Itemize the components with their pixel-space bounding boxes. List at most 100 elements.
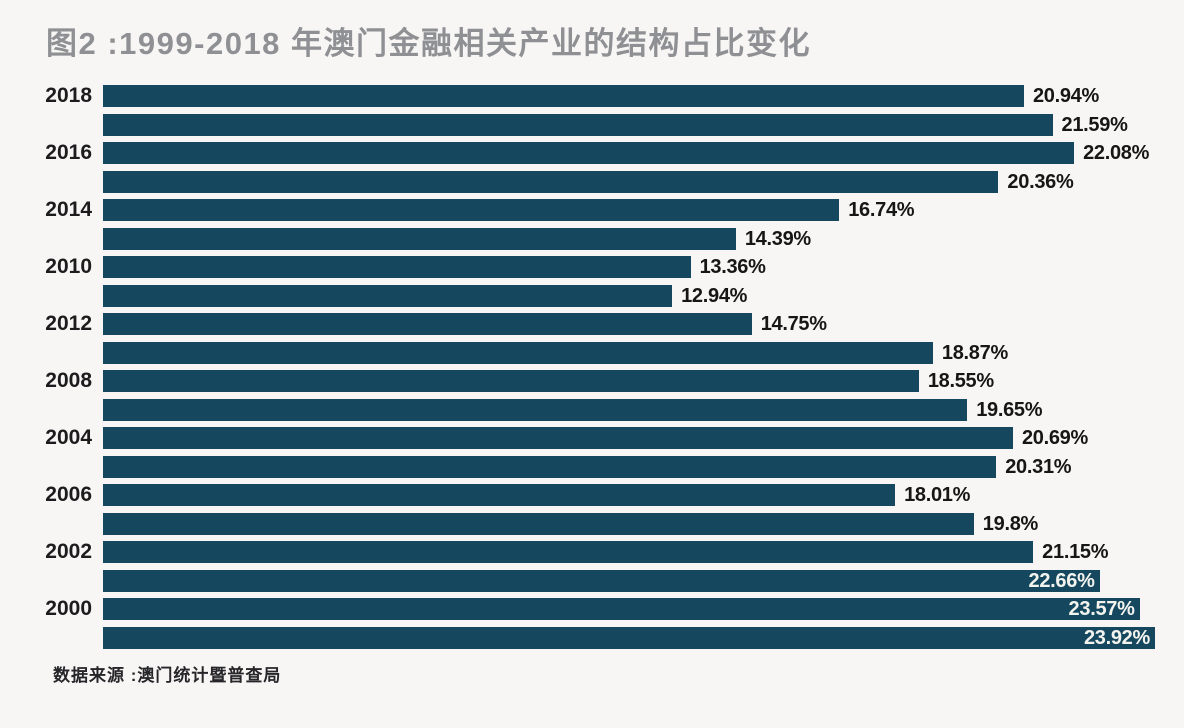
bar-track: 19.65% xyxy=(103,398,1155,421)
year-tick-label xyxy=(0,342,103,364)
value-label: 14.39% xyxy=(744,227,811,250)
value-label: 23.92% xyxy=(1083,626,1150,649)
bar-row: 19.65% xyxy=(0,398,1155,421)
bar-track: 21.15% xyxy=(103,541,1155,563)
year-tick-label: 2012 xyxy=(45,312,92,335)
bar-row: 2010 13.36% xyxy=(0,256,1155,278)
value-label: 20.69% xyxy=(1021,427,1088,449)
year-tick-label xyxy=(0,513,103,535)
bar-track: 21.59% xyxy=(103,113,1155,136)
bar-track: 23.57% xyxy=(103,598,1155,620)
value-label: 22.08% xyxy=(1083,142,1150,164)
year-tick-label xyxy=(0,399,103,421)
bar-row: 2018 20.94% xyxy=(0,85,1155,107)
bar-track: 20.36% xyxy=(103,170,1155,193)
year-tick-label: 2006 xyxy=(45,483,92,506)
year-tick-label xyxy=(0,456,103,478)
value-label: 12.94% xyxy=(681,284,748,307)
bar xyxy=(103,170,999,193)
bar xyxy=(103,370,919,392)
value-label: 20.31% xyxy=(1005,455,1072,478)
bar-row: 22.66% xyxy=(0,569,1155,592)
year-tick-label: 2008 xyxy=(45,369,92,392)
bar xyxy=(103,398,968,421)
bar xyxy=(103,341,933,364)
value-label: 14.75% xyxy=(760,313,827,335)
bar-track: 18.87% xyxy=(103,341,1155,364)
chart-title: 图2 :1999-2018 年澳门金融相关产业的结构占比变化 xyxy=(46,26,812,61)
bar xyxy=(103,427,1013,449)
bar-row: 2014 16.74% xyxy=(0,199,1155,221)
year-tick-label: 2004 xyxy=(45,426,92,449)
year-tick-label: 2000 xyxy=(45,597,92,620)
value-label: 16.74% xyxy=(848,199,915,221)
bar xyxy=(103,85,1024,107)
value-label: 13.36% xyxy=(699,256,766,278)
year-tick-label xyxy=(0,570,103,592)
value-label: 18.01% xyxy=(904,484,971,506)
bar-chart: 2018 20.94% 21.59% 2016 22.08% 20.36% 2014 16.7… xyxy=(0,85,1184,649)
bar-row: 2016 22.08% xyxy=(0,142,1155,164)
bar xyxy=(103,142,1075,164)
value-label: 19.8% xyxy=(982,512,1039,535)
year-tick-label: 2014 xyxy=(45,198,92,221)
bar-row: 2004 20.69% xyxy=(0,427,1155,449)
bar-track: 16.74% xyxy=(103,199,1155,221)
bar xyxy=(103,227,736,250)
bar-track: 19.8% xyxy=(103,512,1155,535)
value-label: 20.94% xyxy=(1032,85,1099,107)
year-tick-label: 2018 xyxy=(45,84,92,107)
bar xyxy=(103,313,752,335)
bar-row: 2002 21.15% xyxy=(0,541,1155,563)
bar-row: 21.59% xyxy=(0,113,1155,136)
bar-row: 20.36% xyxy=(0,170,1155,193)
value-label: 20.36% xyxy=(1007,170,1074,193)
bar-track: 20.69% xyxy=(103,427,1155,449)
bar xyxy=(103,512,974,535)
value-label: 21.15% xyxy=(1042,541,1109,563)
bar-row: 14.39% xyxy=(0,227,1155,250)
year-tick-label xyxy=(0,171,103,193)
value-label: 22.66% xyxy=(1028,569,1095,592)
bar: 22.66% xyxy=(103,569,1100,592)
bar-row: 2006 18.01% xyxy=(0,484,1155,506)
bar-row: 2008 18.55% xyxy=(0,370,1155,392)
bar-track: 14.39% xyxy=(103,227,1155,250)
bar-row: 20.31% xyxy=(0,455,1155,478)
bar xyxy=(103,484,896,506)
bar-row: 2012 14.75% xyxy=(0,313,1155,335)
bar: 23.57% xyxy=(103,598,1140,620)
year-tick-label xyxy=(0,228,103,250)
bar xyxy=(103,113,1053,136)
bar xyxy=(103,256,691,278)
year-tick-label xyxy=(0,114,103,136)
bar-row: 12.94% xyxy=(0,284,1155,307)
bar-track: 18.55% xyxy=(103,370,1155,392)
bar xyxy=(103,199,840,221)
bar-track: 20.31% xyxy=(103,455,1155,478)
bar-row: 19.8% xyxy=(0,512,1155,535)
bar-track: 18.01% xyxy=(103,484,1155,506)
value-label: 21.59% xyxy=(1061,113,1128,136)
value-label: 19.65% xyxy=(976,398,1043,421)
bar xyxy=(103,541,1034,563)
bar-track: 13.36% xyxy=(103,256,1155,278)
year-tick-label xyxy=(0,285,103,307)
value-label: 18.87% xyxy=(941,341,1008,364)
year-tick-label: 2016 xyxy=(45,141,92,164)
bar: 23.92% xyxy=(103,626,1155,649)
bar-track: 23.92% xyxy=(103,626,1155,649)
bar-track: 22.08% xyxy=(103,142,1155,164)
value-label: 23.57% xyxy=(1068,598,1135,620)
value-label: 18.55% xyxy=(927,370,994,392)
year-tick-label xyxy=(0,627,103,649)
bar-track: 22.66% xyxy=(103,569,1155,592)
source-note: 数据来源 :澳门统计暨普查局 xyxy=(53,665,282,685)
bar-row: 23.92% xyxy=(0,626,1155,649)
bar-track: 20.94% xyxy=(103,85,1155,107)
bar xyxy=(103,284,673,307)
bar xyxy=(103,455,997,478)
year-tick-label: 2002 xyxy=(45,540,92,563)
bar-row: 2000 23.57% xyxy=(0,598,1155,620)
